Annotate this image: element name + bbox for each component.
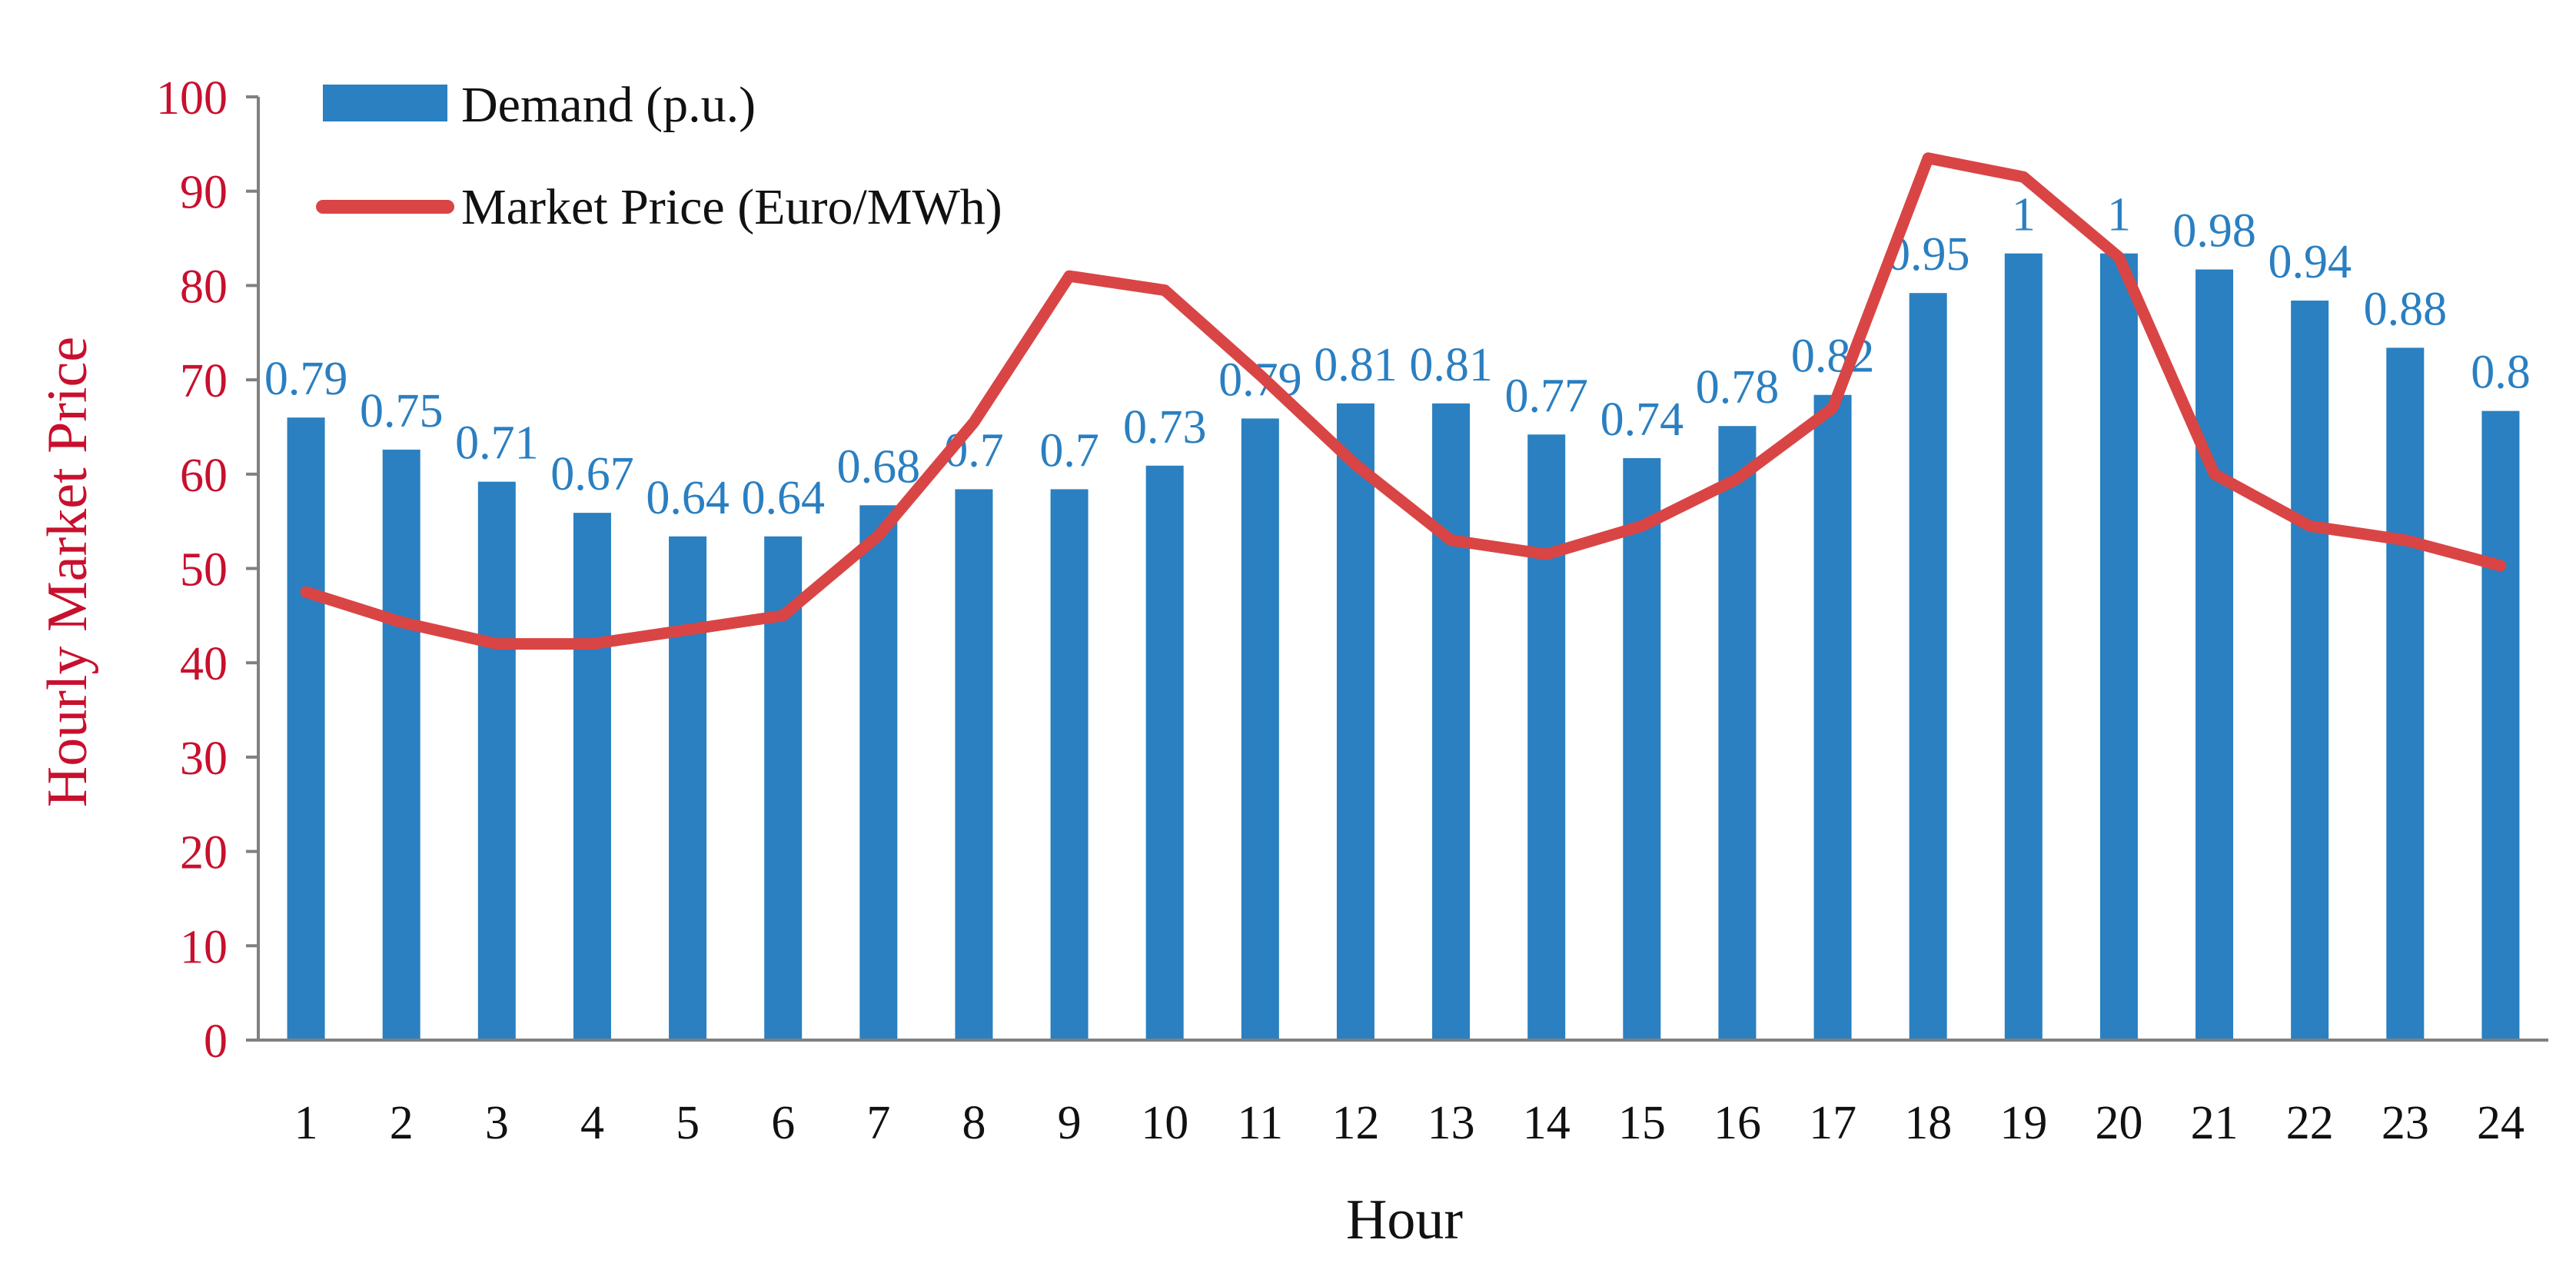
demand-bar [859, 505, 898, 1040]
demand-data-label: 0.67 [550, 448, 634, 500]
y-tick-label: 60 [180, 450, 228, 502]
demand-data-label: 0.88 [2364, 283, 2448, 335]
demand-bar [1432, 403, 1471, 1040]
demand-data-label: 0.71 [455, 417, 539, 470]
demand-data-label: 0.78 [1696, 361, 1780, 414]
y-tick-label: 50 [180, 544, 228, 597]
demand-data-label: 1 [2107, 189, 2131, 241]
x-tick-label: 6 [771, 1097, 795, 1149]
y-tick-label: 10 [180, 921, 228, 973]
demand-data-label: 0.81 [1409, 339, 1493, 391]
demand-data-label: 0.94 [2268, 236, 2352, 288]
x-tick-label: 15 [1618, 1097, 1666, 1149]
demand-bar [2195, 269, 2234, 1040]
x-tick-label: 23 [2382, 1097, 2429, 1149]
demand-data-label: 0.7 [1039, 424, 1099, 477]
x-tick-label: 8 [962, 1097, 986, 1149]
demand-bar [1241, 418, 1279, 1040]
demand-bar [2386, 347, 2425, 1041]
demand-bar [1050, 489, 1089, 1040]
legend-label-price: Market Price (Euro/MWh) [461, 179, 1002, 235]
x-tick-label: 14 [1523, 1097, 1571, 1149]
y-tick-label: 40 [180, 638, 228, 690]
demand-bar [1527, 434, 1566, 1040]
demand-bar [477, 481, 516, 1040]
y-axis-ticks: 0 10 20 30 40 50 60 70 80 90 100 [156, 72, 258, 1068]
demand-data-label: 0.64 [741, 472, 825, 524]
x-tick-label: 7 [866, 1097, 890, 1149]
demand-bar [1623, 457, 1661, 1040]
market-price-line [300, 152, 2507, 650]
x-tick-label: 2 [390, 1097, 414, 1149]
y-tick-label: 70 [180, 355, 228, 407]
x-tick-label: 16 [1713, 1097, 1761, 1149]
x-axis-ticks: 1 2 3 4 5 6 7 8 9 10 11 12 13 14 15 16 17 18 19 20 21 22 23 24 [294, 1097, 2524, 1149]
demand-bar [669, 536, 707, 1040]
demand-data-label: 0.98 [2172, 205, 2256, 258]
demand-bar [2004, 253, 2043, 1040]
demand-data-label: 0.8 [2471, 347, 2531, 399]
demand-bar [955, 489, 993, 1040]
demand-data-label: 0.81 [1314, 339, 1398, 391]
y-tick-label: 100 [156, 72, 228, 125]
axes [257, 97, 2548, 1042]
x-tick-label: 13 [1428, 1097, 1475, 1149]
x-tick-label: 5 [676, 1097, 700, 1149]
x-tick-label: 12 [1331, 1097, 1379, 1149]
demand-bar [1909, 293, 1947, 1040]
x-tick-label: 20 [2095, 1097, 2142, 1149]
x-tick-label: 22 [2286, 1097, 2334, 1149]
legend-label-demand: Demand (p.u.) [461, 77, 756, 133]
demand-bar [1718, 426, 1757, 1040]
demand-data-label: 0.77 [1504, 370, 1588, 422]
x-tick-label: 3 [485, 1097, 509, 1149]
x-tick-label: 18 [1904, 1097, 1952, 1149]
demand-data-label: 0.74 [1600, 394, 1684, 446]
demand-bar [2099, 253, 2138, 1040]
y-tick-label: 80 [180, 261, 228, 313]
legend-swatch-demand [323, 85, 447, 121]
demand-bar [573, 513, 611, 1040]
y-axis-title: Hourly Market Price [36, 337, 99, 807]
x-tick-label: 1 [294, 1097, 318, 1149]
demand-bar [1813, 394, 1852, 1040]
demand-bar [1145, 465, 1184, 1040]
x-tick-label: 17 [1809, 1097, 1856, 1149]
demand-bar [382, 449, 420, 1040]
demand-data-label: 1 [2012, 189, 2036, 241]
demand-data-labels: 0.790.750.710.67 0.64 0.640.68 0.7 0.7 0.730.… [264, 189, 2531, 524]
y-tick-label: 20 [180, 827, 228, 879]
x-tick-label: 19 [1999, 1097, 2047, 1149]
demand-bars [287, 253, 2520, 1041]
y-tick-label: 0 [204, 1015, 228, 1068]
demand-data-label: 0.75 [360, 385, 444, 437]
demand-data-label: 0.64 [646, 472, 730, 524]
demand-bar [287, 417, 325, 1040]
x-tick-label: 24 [2477, 1097, 2524, 1149]
demand-bar [2291, 301, 2329, 1041]
x-axis-title: Hour [1346, 1188, 1463, 1251]
x-tick-label: 21 [2191, 1097, 2239, 1149]
market-price-series [300, 152, 2507, 650]
y-tick-label: 30 [180, 733, 228, 785]
demand-data-label: 0.68 [837, 440, 921, 493]
demand-data-label: 0.79 [264, 353, 348, 405]
y-tick-label: 90 [180, 167, 228, 219]
demand-data-label: 0.73 [1123, 401, 1207, 454]
demand-bar [1336, 403, 1374, 1040]
x-tick-label: 4 [580, 1097, 604, 1149]
x-tick-label: 9 [1058, 1097, 1082, 1149]
legend: Demand (p.u.) Market Price (Euro/MWh) [316, 77, 1002, 235]
demand-bar [2481, 410, 2520, 1040]
x-tick-label: 10 [1141, 1097, 1188, 1149]
x-tick-label: 11 [1237, 1097, 1283, 1149]
